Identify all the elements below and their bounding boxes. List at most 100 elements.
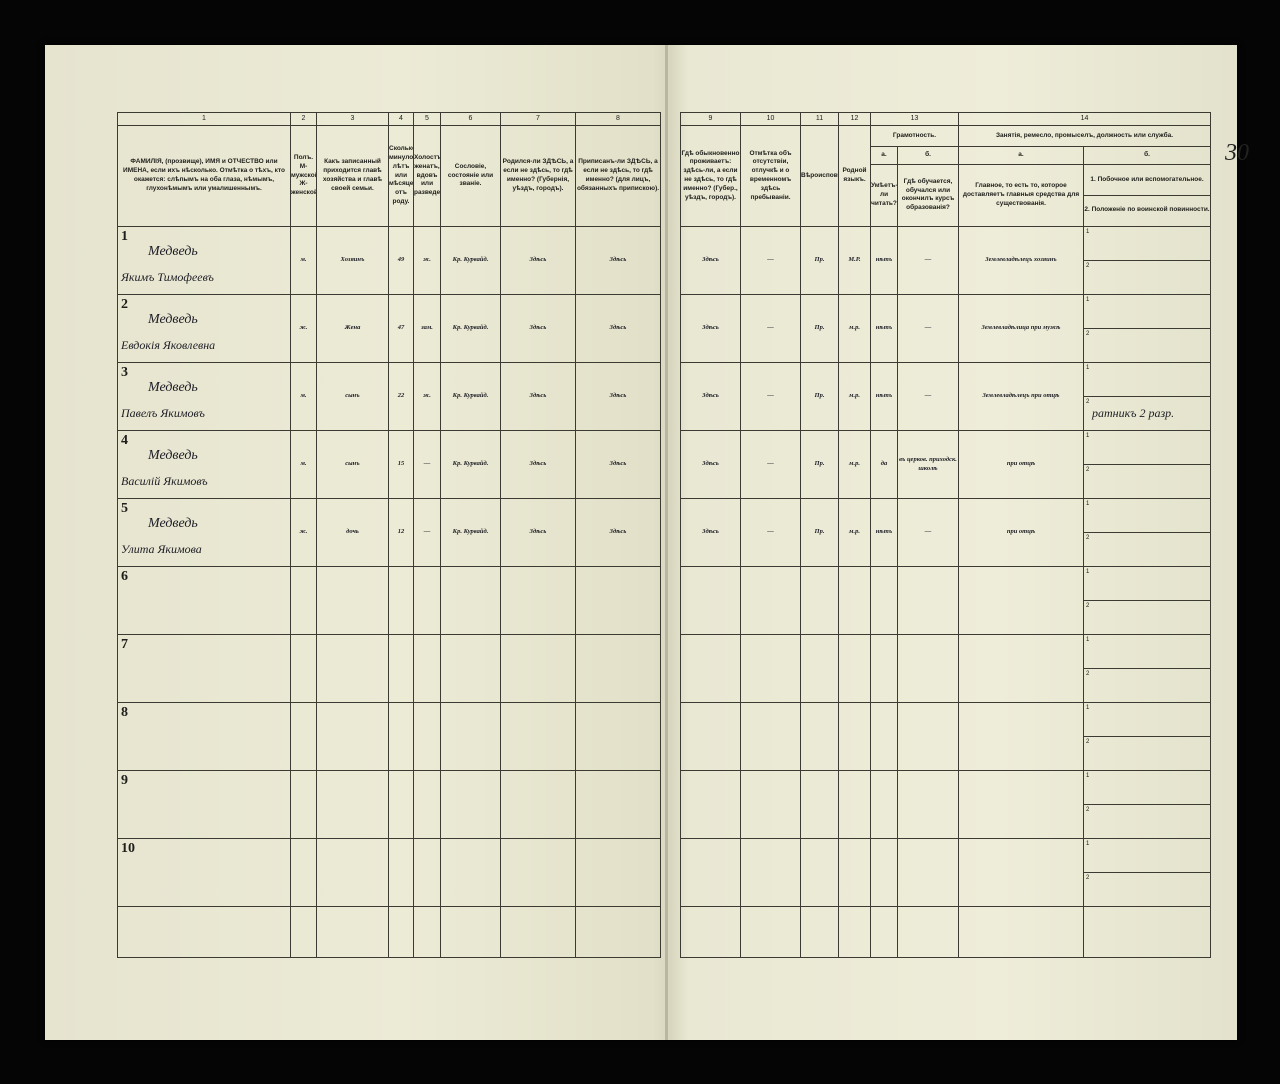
born-cell-text: Здѣсь <box>529 460 547 468</box>
language-cell-text: м.р. <box>849 460 860 468</box>
estate-cell: Кр. Курвайд. <box>440 294 501 363</box>
marital-cell: ж. <box>413 226 441 295</box>
header-registered: Приписанъ-ли ЗДѢСЬ, а если не здѣсь, то … <box>575 125 661 227</box>
education-cell-text: — <box>924 528 932 536</box>
row-number: 8 <box>121 705 128 720</box>
header-can-read: Умѣетъ-ли читать? <box>870 163 898 228</box>
registered-cell: Здѣсь <box>575 294 661 363</box>
registered-cell: Здѣсь <box>575 362 661 431</box>
census-rows: 1 Медведь Якимъ Тимофеевъ м. Хозяинъ 49 ж. Кр. … <box>117 226 1212 958</box>
row-number: 3 <box>121 365 128 380</box>
sub-label: 2 <box>1086 739 1090 745</box>
blank-cell <box>680 906 741 958</box>
education-cell: въ церков. приходск. школѣ <box>896 430 960 499</box>
marital-cell-text: ж. <box>423 392 431 400</box>
resides-cell: Здѣсь <box>680 294 741 363</box>
header-row: ФАМИЛІЯ, (прозвище), ИМЯ и ОТЧЕСТВО или … <box>117 124 1212 227</box>
literate-cell-text: да <box>880 460 888 468</box>
blank-cell <box>575 906 661 958</box>
sex-cell <box>290 634 317 703</box>
name-cell: 5 Медведь Улита Якимова <box>117 498 291 567</box>
registered-cell <box>575 770 661 839</box>
column-numbers: 1 2 3 4 5 6 7 8 9 10 11 12 13 14 <box>117 112 1212 227</box>
header-letters: а. б. а. б. <box>118 146 1212 165</box>
row-number: 4 <box>121 433 128 448</box>
religion-cell <box>800 702 839 771</box>
occupation-cell-text: Землевладѣлица при мужѣ <box>981 324 1061 332</box>
religion-cell <box>800 566 839 635</box>
resides-cell <box>680 702 741 771</box>
literate-cell: нѣтъ <box>870 226 898 295</box>
blank-cell <box>660 906 681 958</box>
col-num: 9 <box>680 112 741 126</box>
absence-cell: — <box>740 430 801 499</box>
occupation-cell-text: Землевладѣлецъ при отцѣ <box>982 392 1060 400</box>
table-row: 9 1 2 <box>117 770 1212 839</box>
sex-cell: ж. <box>290 294 317 363</box>
occupation-cell-text: Землевладѣлецъ хозяинъ <box>985 256 1057 264</box>
education-cell-text: — <box>924 256 932 264</box>
row-number: 7 <box>121 637 128 652</box>
language-cell-text: м.р. <box>849 324 860 332</box>
given-name: Якимъ Тимофеевъ <box>121 270 214 284</box>
relation-cell <box>316 702 389 771</box>
header-side-occupation: 1. Побочное или вспомогательное. <box>1084 165 1210 196</box>
sub-label: 1 <box>1086 229 1090 235</box>
literate-cell: нѣтъ <box>870 498 898 567</box>
side-military-cell: 1 2 <box>1083 770 1212 839</box>
relation-cell-text: дочь <box>346 528 359 536</box>
literate-cell-text: нѣтъ <box>875 528 893 536</box>
absence-cell: — <box>740 226 801 295</box>
sub-label: 1 <box>1086 433 1090 439</box>
header-main-occupation: Главное, то есть то, которое доставляетъ… <box>958 163 1085 228</box>
name-cell: 1 Медведь Якимъ Тимофеевъ <box>117 226 291 295</box>
fold-gutter <box>660 770 681 839</box>
marital-cell-text: ж. <box>423 256 431 264</box>
literate-cell: да <box>870 430 898 499</box>
header-born: Родился-ли ЗДѢСЬ, а если не здѣсь, то гд… <box>500 125 576 227</box>
header-occupation: Занятія, ремесло, промыселъ, должность и… <box>958 124 1212 148</box>
estate-cell-text: Кр. Курвайд. <box>452 392 489 400</box>
born-cell <box>500 566 576 635</box>
estate-cell-text: Кр. Курвайд. <box>452 324 489 332</box>
language-cell <box>838 634 871 703</box>
blank-cell <box>870 906 898 958</box>
born-cell <box>500 702 576 771</box>
occupation-cell <box>958 634 1085 703</box>
religion-cell-text: Пр. <box>814 324 825 332</box>
relation-cell: сынъ <box>316 430 389 499</box>
language-cell: м.р. <box>838 430 871 499</box>
age-cell-text: 12 <box>397 528 405 536</box>
table-row: 4 Медведь Василій Якимовъ м. сынъ 15 — Кр. Курв… <box>117 430 1212 499</box>
resides-cell-text: Здѣсь <box>702 392 719 400</box>
row-number: 6 <box>121 569 128 584</box>
header-age: Сколько минуло лѣтъ или мѣсяцевъ отъ род… <box>388 125 414 227</box>
col-num: 8 <box>575 112 661 126</box>
born-cell: Здѣсь <box>500 362 576 431</box>
given-name: Евдокія Яковлевна <box>121 338 216 352</box>
resides-cell-text: Здѣсь <box>702 324 719 332</box>
born-cell: Здѣсь <box>500 226 576 295</box>
marital-cell <box>413 770 441 839</box>
registered-cell <box>575 634 661 703</box>
sub-label: 1 <box>1086 501 1090 507</box>
religion-cell-text: Пр. <box>814 460 825 468</box>
registered-cell-text: Здѣсь <box>609 528 627 536</box>
blank-cell <box>316 906 389 958</box>
language-cell-text: м.р. <box>849 392 860 400</box>
sex-cell-text: м. <box>300 256 307 264</box>
language-cell-text: м.р. <box>849 528 860 536</box>
col-num: 13 <box>869 112 960 126</box>
absence-cell <box>740 770 801 839</box>
marital-cell: — <box>413 430 441 499</box>
side-military-cell: 1 2 <box>1083 498 1212 567</box>
given-name: Павелъ Якимовъ <box>121 406 205 420</box>
header-sub: Умѣетъ-ли читать? Гдѣ обучается, обучалс… <box>118 163 1212 228</box>
header-education: Гдѣ обучается, обучался или окончилъ кур… <box>896 163 960 228</box>
estate-cell-text: Кр. Курвайд. <box>452 460 489 468</box>
header-religion: Вѣроисповѣданіе. <box>800 125 839 227</box>
given-name: Улита Якимова <box>121 542 202 556</box>
absence-cell-text: — <box>767 528 774 536</box>
relation-cell: Хозяинъ <box>316 226 389 295</box>
religion-cell-text: Пр. <box>814 392 825 400</box>
